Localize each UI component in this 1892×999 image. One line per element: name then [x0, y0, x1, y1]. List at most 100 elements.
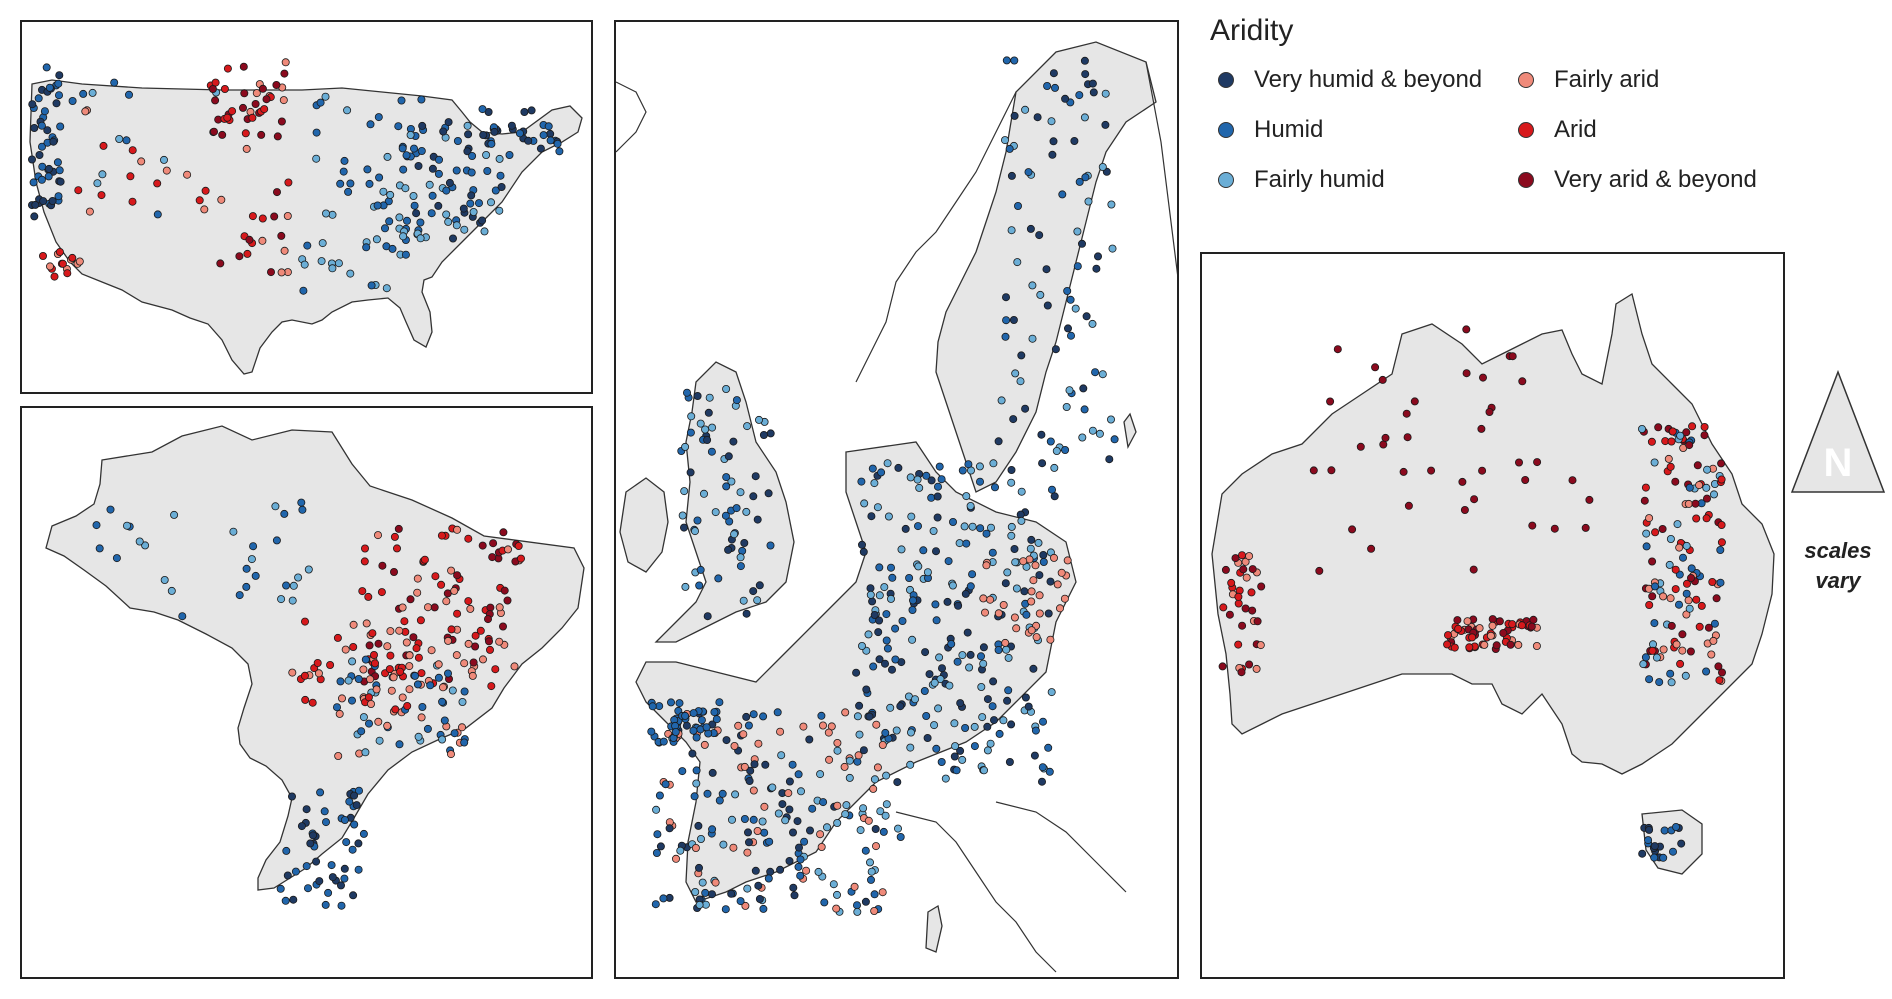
station-dot [332, 703, 341, 712]
station-dot [986, 739, 995, 748]
station-dot [764, 489, 773, 498]
station-dot [368, 629, 377, 638]
station-dot [354, 865, 363, 874]
station-dot [1027, 535, 1036, 544]
station-dot [816, 830, 825, 839]
station-dot [385, 665, 394, 674]
station-dot [223, 64, 232, 73]
station-dot [35, 150, 44, 159]
station-dot [1478, 373, 1487, 382]
arid-swatch [1518, 122, 1534, 138]
station-dot [857, 540, 866, 549]
station-dot [1488, 615, 1497, 624]
station-dot [707, 447, 716, 456]
station-dot [805, 826, 814, 835]
station-dot [1017, 516, 1026, 525]
station-dot [680, 523, 689, 532]
station-dot [460, 687, 469, 696]
station-dot [503, 545, 512, 554]
station-dot [947, 640, 956, 649]
station-dot [1718, 668, 1727, 677]
station-dot [1666, 462, 1675, 471]
station-dot [1403, 433, 1412, 442]
station-dot [740, 762, 749, 771]
station-dot [294, 573, 303, 582]
station-dot [1443, 631, 1452, 640]
station-dot [399, 165, 408, 174]
station-dot [510, 662, 519, 671]
station-dot [480, 227, 489, 236]
station-dot [303, 884, 312, 893]
station-dot [793, 817, 802, 826]
station-dot [841, 810, 850, 819]
station-dot [1009, 415, 1018, 424]
north-arrow-icon: N [1790, 369, 1886, 501]
station-dot [248, 113, 257, 122]
station-dot [754, 881, 763, 890]
station-dot [1095, 429, 1104, 438]
station-dot [364, 719, 373, 728]
station-dot [1011, 558, 1020, 567]
station-dot [1710, 619, 1719, 628]
station-dot [1105, 455, 1114, 464]
station-dot [986, 523, 995, 532]
station-dot [1092, 264, 1101, 273]
usa-stations [28, 58, 564, 295]
station-dot [1685, 441, 1694, 450]
station-dot [927, 476, 936, 485]
station-dot [387, 686, 396, 695]
station-dot [651, 900, 660, 909]
station-dot [989, 716, 998, 725]
station-dot [892, 726, 901, 735]
station-dot [1106, 415, 1115, 424]
station-dot [896, 833, 905, 842]
station-dot [297, 498, 306, 507]
station-dot [34, 94, 43, 103]
station-dot [1315, 566, 1324, 575]
station-dot [1013, 201, 1022, 210]
station-dot [460, 225, 469, 234]
station-dot [1702, 483, 1711, 492]
station-dot [1080, 405, 1089, 414]
station-dot [49, 137, 58, 146]
station-dot [682, 721, 691, 730]
station-dot [282, 581, 291, 590]
station-dot [790, 891, 799, 900]
station-dot [39, 197, 48, 206]
station-dot [359, 713, 368, 722]
station-dot [933, 492, 942, 501]
station-dot [721, 511, 730, 520]
station-dot [952, 766, 961, 775]
station-dot [1671, 823, 1680, 832]
station-dot [817, 711, 826, 720]
station-dot [845, 773, 854, 782]
station-dot [659, 737, 668, 746]
station-dot [386, 190, 395, 199]
station-dot [499, 528, 508, 537]
station-dot [1081, 70, 1090, 79]
station-dot [732, 504, 741, 513]
station-dot [796, 787, 805, 796]
station-dot [507, 121, 516, 130]
station-dot [280, 509, 289, 518]
station-dot [95, 544, 104, 553]
station-dot [1038, 717, 1047, 726]
station-dot [871, 825, 880, 834]
station-dot [258, 214, 267, 223]
station-dot [251, 571, 260, 580]
station-dot [1253, 617, 1262, 626]
station-dot [40, 107, 49, 116]
station-dot [697, 835, 706, 844]
station-dot [229, 527, 238, 536]
north-letter: N [1824, 441, 1853, 485]
station-dot [514, 541, 523, 550]
station-dot [1234, 599, 1243, 608]
station-dot [1678, 553, 1687, 562]
station-dot [126, 172, 135, 181]
station-dot [935, 653, 944, 662]
station-dot [1011, 369, 1020, 378]
station-dot [55, 166, 64, 175]
station-dot [719, 840, 728, 849]
station-dot [878, 888, 887, 897]
station-dot [428, 191, 437, 200]
